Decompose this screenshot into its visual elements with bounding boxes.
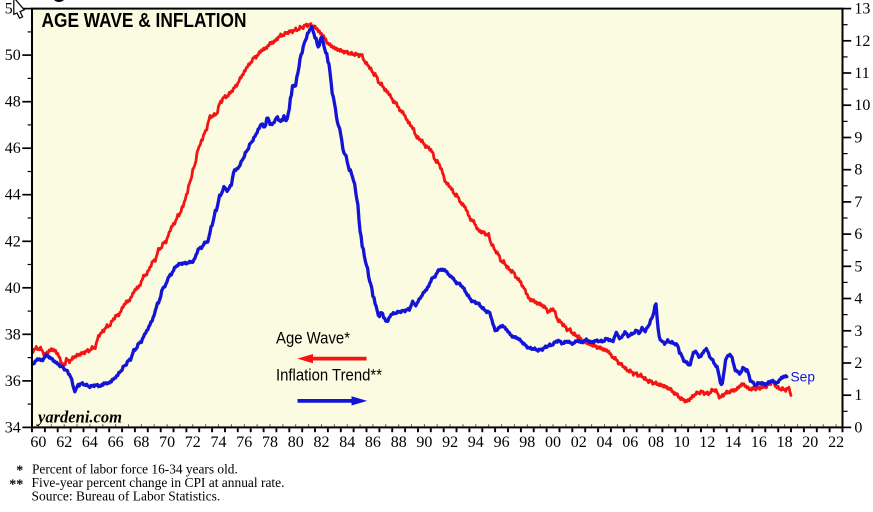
svg-text:12: 12	[854, 33, 870, 50]
svg-text:10: 10	[854, 97, 870, 114]
svg-text:AGE WAVE & INFLATION: AGE WAVE & INFLATION	[42, 10, 247, 32]
svg-text:74: 74	[211, 434, 227, 451]
svg-text:94: 94	[468, 434, 484, 451]
svg-text:46: 46	[5, 140, 21, 157]
svg-text:16: 16	[751, 434, 767, 451]
svg-text:**: **	[9, 477, 23, 492]
svg-text:Inflation Trend**: Inflation Trend**	[276, 366, 382, 385]
svg-text:Source: Bureau of Labor Statis: Source: Bureau of Labor Statistics.	[32, 490, 221, 505]
svg-text:34: 34	[5, 419, 21, 436]
svg-text:80: 80	[288, 434, 304, 451]
svg-text:36: 36	[5, 373, 21, 390]
svg-text:98: 98	[519, 434, 535, 451]
svg-text:18: 18	[777, 434, 793, 451]
svg-text:44: 44	[5, 187, 21, 204]
svg-text:22: 22	[828, 434, 844, 451]
svg-text:76: 76	[236, 434, 252, 451]
svg-text:38: 38	[5, 326, 21, 343]
svg-text:9: 9	[854, 130, 862, 147]
svg-text:08: 08	[648, 434, 664, 451]
svg-text:82: 82	[314, 434, 330, 451]
svg-text:42: 42	[5, 233, 21, 250]
svg-text:60: 60	[30, 434, 46, 451]
svg-text:78: 78	[262, 434, 278, 451]
svg-text:70: 70	[159, 434, 175, 451]
svg-text:6: 6	[854, 226, 862, 243]
svg-text:11: 11	[854, 65, 869, 82]
svg-text:04: 04	[597, 434, 613, 451]
svg-text:12: 12	[699, 434, 715, 451]
svg-text:48: 48	[5, 94, 21, 111]
svg-text:92: 92	[442, 434, 458, 451]
svg-text:Five-year percent change in CP: Five-year percent change in CPI at annua…	[32, 476, 285, 491]
svg-text:Age Wave*: Age Wave*	[276, 328, 350, 347]
svg-text:88: 88	[391, 434, 407, 451]
svg-text:40: 40	[5, 280, 21, 297]
svg-text:10: 10	[674, 434, 690, 451]
svg-text:00: 00	[545, 434, 561, 451]
svg-text:Percent of labor force 16-34 y: Percent of labor force 16-34 years old.	[32, 462, 238, 477]
svg-text:72: 72	[185, 434, 201, 451]
svg-text:*: *	[16, 464, 23, 479]
svg-text:90: 90	[416, 434, 432, 451]
svg-text:4: 4	[854, 291, 862, 308]
svg-text:84: 84	[339, 434, 355, 451]
svg-text:50: 50	[5, 47, 21, 64]
svg-text:13: 13	[854, 1, 870, 18]
svg-text:2: 2	[854, 355, 862, 372]
svg-text:02: 02	[571, 434, 587, 451]
svg-text:06: 06	[622, 434, 638, 451]
svg-text:5: 5	[854, 258, 862, 275]
svg-text:86: 86	[365, 434, 381, 451]
svg-text:14: 14	[725, 434, 741, 451]
svg-text:7: 7	[854, 194, 862, 211]
svg-text:0: 0	[854, 419, 862, 436]
svg-text:62: 62	[56, 434, 72, 451]
svg-text:20: 20	[802, 434, 818, 451]
svg-text:1: 1	[854, 387, 862, 404]
svg-text:68: 68	[133, 434, 149, 451]
svg-text:3: 3	[854, 323, 862, 340]
svg-text:yardeni.com: yardeni.com	[36, 407, 122, 426]
svg-text:96: 96	[494, 434, 510, 451]
svg-text:Sep: Sep	[791, 368, 816, 384]
svg-text:64: 64	[82, 434, 98, 451]
svg-text:66: 66	[108, 434, 124, 451]
svg-text:8: 8	[854, 162, 862, 179]
